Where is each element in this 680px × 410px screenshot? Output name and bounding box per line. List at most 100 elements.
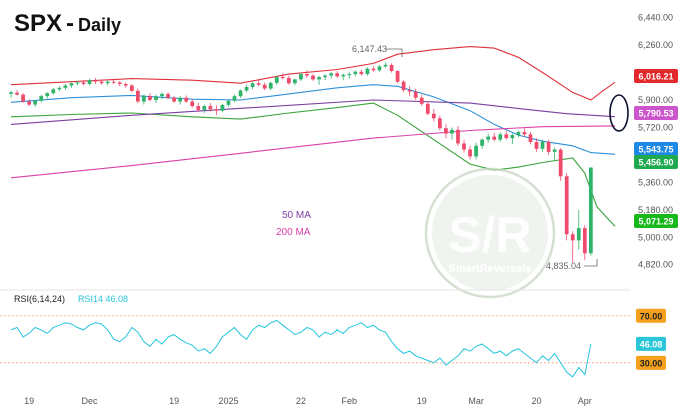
candle-body (359, 71, 364, 75)
rsi-badge-rsi (636, 336, 666, 351)
candle-body (232, 96, 237, 101)
candle-body (178, 97, 183, 102)
price-badge-text-mid: 5,543.75 (638, 145, 673, 155)
candle-body (401, 81, 406, 91)
price-badges: 6,016.21 5,790.53 5,543.75 5,456.90 5,071.29 (634, 69, 678, 228)
y-tick-label: 5,720.00 (638, 122, 673, 132)
rsi-series-label: RSI14 46.08 (78, 294, 128, 304)
candle-body (516, 132, 521, 136)
price-badge-text-upper: 6,016.21 (638, 72, 673, 82)
candle-body (311, 75, 315, 80)
rsi-line (10, 319, 592, 378)
candle-body (190, 101, 195, 107)
candle-body (492, 136, 497, 140)
timeframe-label: Daily (78, 15, 122, 35)
candle-body (129, 85, 134, 91)
low-marker (584, 259, 598, 267)
y-tick-label: 5,900.00 (638, 95, 673, 105)
rsi-badge-text-rsi30: 30.00 (640, 358, 663, 368)
candle-body (498, 134, 503, 140)
price-badge-text-price: 5,456.90 (638, 158, 673, 168)
candle-body (196, 106, 201, 110)
candles (9, 62, 593, 263)
price-badge-ma200 (634, 106, 678, 120)
price-axis: 6,440.006,260.006,080.005,900.005,720.00… (638, 13, 673, 270)
candle-body (570, 234, 575, 241)
price-badge-upper (634, 69, 678, 83)
candle-body (462, 143, 466, 150)
price-badge-text-ma200: 5,790.53 (638, 109, 673, 119)
candle-body (419, 97, 424, 104)
candle-body (528, 134, 533, 142)
candle-body (347, 74, 352, 76)
high-marker (386, 48, 403, 57)
x-tick-label: Mar (468, 396, 484, 406)
candle-body (389, 64, 394, 72)
x-tick-label: Feb (342, 396, 358, 406)
rsi-indicator-label: RSI(6,14,24) (14, 294, 65, 304)
x-tick-label: Apr (578, 396, 592, 406)
candle-body (172, 97, 176, 102)
candle-body (305, 74, 309, 76)
candle-body (299, 74, 303, 80)
x-tick-label: 19 (169, 396, 179, 406)
series-line-50-ma (10, 99, 616, 125)
y-tick-label: 4,820.00 (638, 260, 673, 270)
candle-body (69, 83, 74, 86)
ma-legend: 50 MA 200 MA (276, 210, 311, 238)
candle-body (93, 80, 98, 82)
candle-body (377, 66, 382, 71)
candle-body (250, 83, 255, 88)
rsi-badge-rsi70 (636, 308, 666, 323)
candle-body (335, 73, 340, 77)
price-badge-price (634, 155, 678, 169)
candle-body (39, 96, 44, 101)
candle-body (51, 89, 56, 94)
candle-body (425, 103, 430, 114)
candle-body (437, 118, 442, 129)
watermark-logo: S/R SmartReversals (424, 167, 556, 299)
candle-body (444, 128, 448, 134)
y-tick-label: 6,260.00 (638, 40, 673, 50)
candle-body (576, 228, 581, 241)
candle-body (214, 109, 219, 111)
low-label: 4,835.04 (546, 261, 581, 271)
candle-body (286, 77, 291, 84)
candle-body (407, 90, 412, 92)
series-line-200-ma (10, 125, 616, 179)
series-line-lower (10, 102, 616, 227)
candle-body (262, 84, 267, 89)
candle-body (588, 167, 593, 254)
candle-body (81, 82, 86, 84)
x-tick-label: 22 (296, 396, 306, 406)
candle-body (111, 81, 116, 83)
candle-body (135, 90, 140, 102)
candle-body (87, 80, 92, 84)
candle-body (21, 94, 25, 102)
x-tick-label: 20 (531, 396, 541, 406)
candle-body (474, 145, 478, 157)
price-badge-lower (634, 214, 678, 228)
candle-body (540, 141, 545, 149)
rsi-panel: RSI(6,14,24) RSI14 46.08 (0, 294, 630, 378)
candle-body (353, 71, 358, 75)
candle-body (123, 83, 128, 86)
rsi-badge-text-rsi70: 70.00 (640, 311, 663, 321)
candle-body (450, 129, 454, 134)
candle-body (57, 87, 62, 90)
candle-body (238, 90, 243, 97)
price-badge-mid (634, 142, 678, 156)
watermark-brand-text: SmartReversals (448, 263, 531, 275)
candle-body (9, 92, 13, 94)
rsi-badge-rsi30 (636, 355, 666, 370)
candle-body (323, 75, 327, 78)
candle-body (15, 92, 19, 95)
candle-body (534, 141, 539, 149)
candle-body (63, 85, 68, 88)
candle-body (166, 93, 170, 98)
x-tick-label: Dec (82, 396, 99, 406)
candle-body (27, 101, 32, 105)
time-axis: 19 Dec 19 2025 22 Feb 19 Mar 20 Apr (24, 396, 592, 406)
candle-body (208, 106, 213, 110)
